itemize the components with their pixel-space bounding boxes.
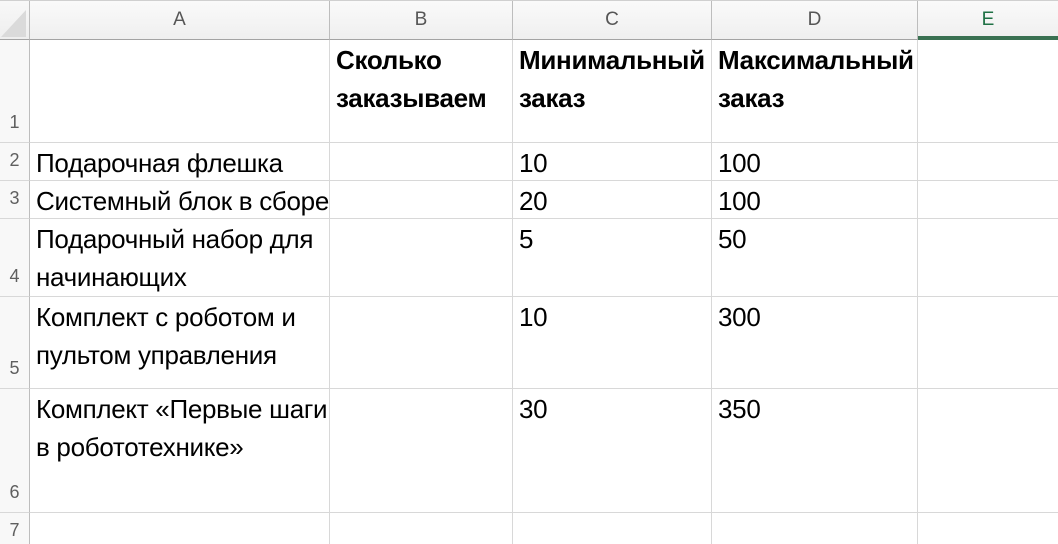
column-header-A[interactable]: A <box>30 1 330 40</box>
cell-E5[interactable] <box>918 297 1058 389</box>
cell-E6[interactable] <box>918 389 1058 513</box>
cell-E2[interactable] <box>918 143 1058 181</box>
cell-C2[interactable]: 10 <box>513 143 712 181</box>
cell-E3[interactable] <box>918 181 1058 219</box>
select-all-corner[interactable] <box>0 1 30 40</box>
cell-C5[interactable]: 10 <box>513 297 712 389</box>
cell-D3[interactable]: 100 <box>712 181 918 219</box>
cell-B1[interactable]: Сколько заказываем <box>330 40 513 143</box>
row-header-2[interactable]: 2 <box>0 143 30 181</box>
row-header-3[interactable]: 3 <box>0 181 30 219</box>
cell-D5[interactable]: 300 <box>712 297 918 389</box>
cell-A7[interactable] <box>30 513 330 544</box>
cell-D4[interactable]: 50 <box>712 219 918 297</box>
cell-B3[interactable] <box>330 181 513 219</box>
cell-A5[interactable]: Комплект с роботом и пультом управления <box>30 297 330 389</box>
column-header-E[interactable]: E <box>918 1 1058 40</box>
cell-E7[interactable] <box>918 513 1058 544</box>
cell-D1[interactable]: Максимальный заказ <box>712 40 918 143</box>
cell-B4[interactable] <box>330 219 513 297</box>
cell-A6[interactable]: Комплект «Первые шаги в робототехнике» <box>30 389 330 513</box>
row-header-1[interactable]: 1 <box>0 40 30 143</box>
cell-A4[interactable]: Подарочный набор для начинающих <box>30 219 330 297</box>
cell-B7[interactable] <box>330 513 513 544</box>
cell-A1[interactable] <box>30 40 330 143</box>
cell-C7[interactable] <box>513 513 712 544</box>
cell-A2[interactable]: Подарочная флешка <box>30 143 330 181</box>
row-header-5[interactable]: 5 <box>0 297 30 389</box>
column-header-C[interactable]: C <box>513 1 712 40</box>
cell-B6[interactable] <box>330 389 513 513</box>
cell-A3[interactable]: Системный блок в сборе <box>30 181 330 219</box>
cell-C4[interactable]: 5 <box>513 219 712 297</box>
column-header-B[interactable]: B <box>330 1 513 40</box>
cell-C6[interactable]: 30 <box>513 389 712 513</box>
cell-E1[interactable] <box>918 40 1058 143</box>
select-all-triangle-icon <box>1 10 26 37</box>
row-header-6[interactable]: 6 <box>0 389 30 513</box>
cell-E4[interactable] <box>918 219 1058 297</box>
cell-D7[interactable] <box>712 513 918 544</box>
cell-B5[interactable] <box>330 297 513 389</box>
cell-D2[interactable]: 100 <box>712 143 918 181</box>
column-header-D[interactable]: D <box>712 1 918 40</box>
cell-C3[interactable]: 20 <box>513 181 712 219</box>
cell-D6[interactable]: 350 <box>712 389 918 513</box>
row-header-7[interactable]: 7 <box>0 513 30 544</box>
row-header-4[interactable]: 4 <box>0 219 30 297</box>
cell-C1[interactable]: Минимальный заказ <box>513 40 712 143</box>
cell-B2[interactable] <box>330 143 513 181</box>
